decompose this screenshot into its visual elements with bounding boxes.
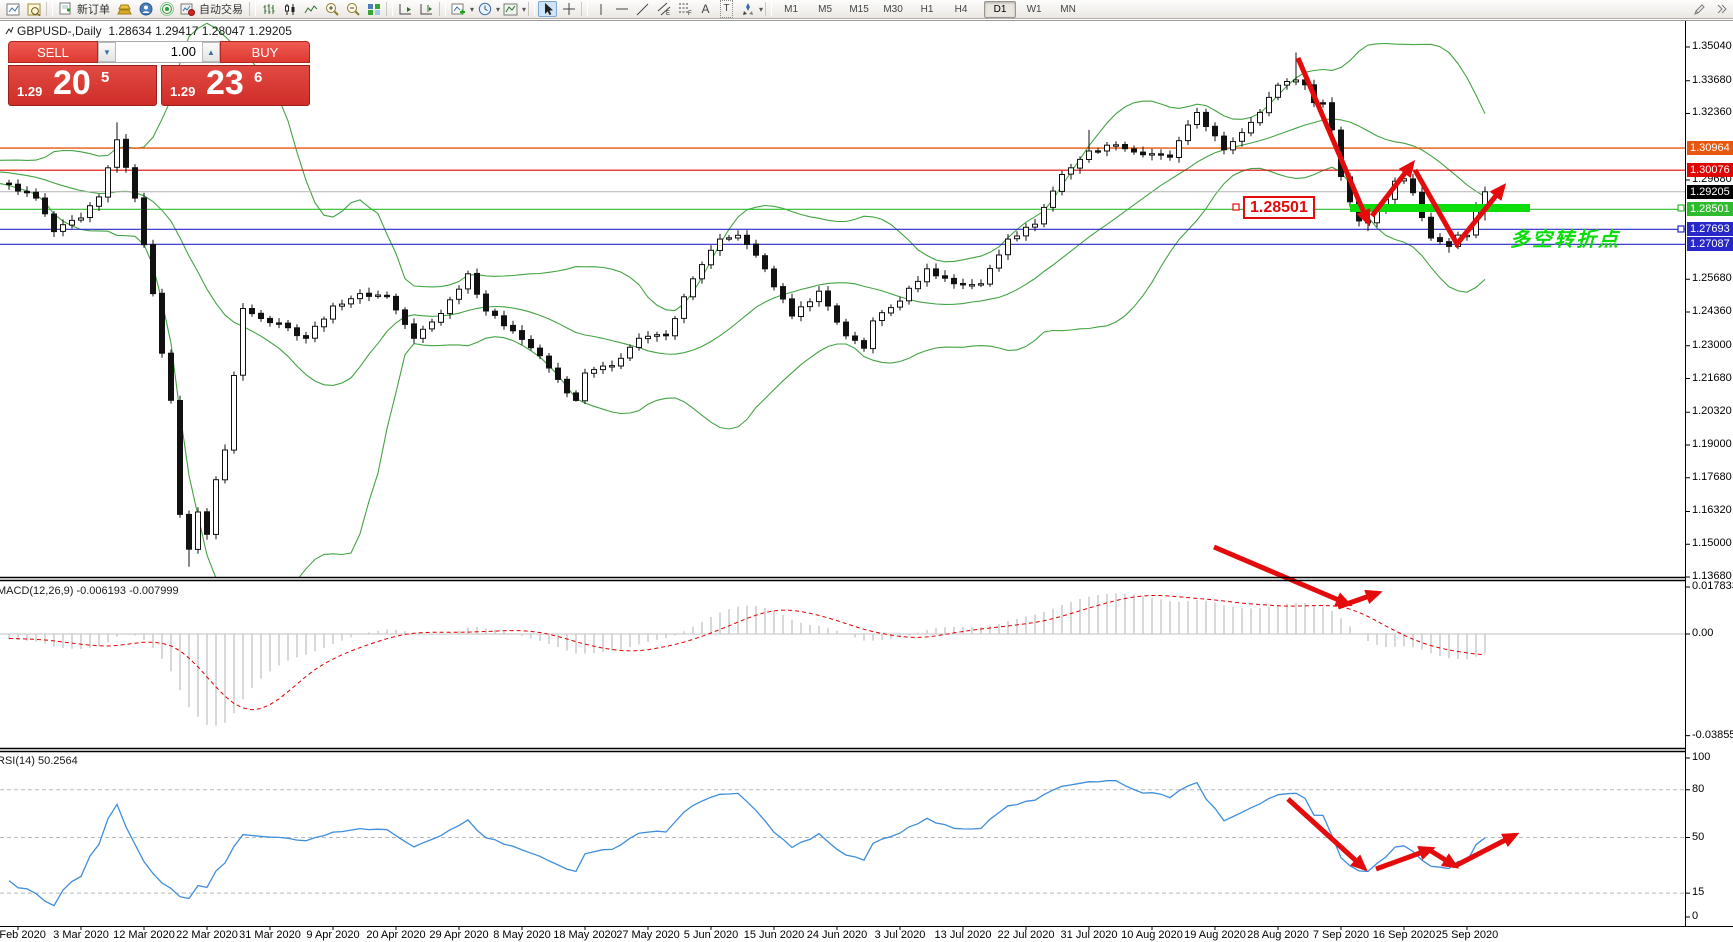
toolbar-separator	[581, 2, 589, 16]
text-icon[interactable]: A	[701, 2, 710, 16]
new-chart-icon[interactable]	[3, 1, 22, 17]
ohlc-bars-icon[interactable]	[259, 1, 278, 17]
volume-spinner: ▼ 1.00 ▲	[98, 41, 220, 63]
toolbar-separator	[386, 2, 393, 16]
tile-windows-icon[interactable]	[364, 1, 383, 17]
pencil-icon[interactable]	[1690, 1, 1709, 17]
toolbar-separator	[765, 2, 773, 16]
window-profiles-icon[interactable]	[24, 1, 43, 17]
sell-price-figure: 1.29	[17, 84, 43, 99]
timeframe-button-w1[interactable]: W1	[1026, 3, 1042, 15]
crosshair-icon[interactable]	[559, 1, 578, 17]
buy-price-pips: 23	[206, 64, 244, 102]
main-toolbar: 新订单 自动交易 ▾ ▾ ▾ E F A T ▾	[0, 0, 1733, 19]
toolbar-separator	[439, 2, 446, 16]
toolbar-separator	[528, 2, 536, 16]
timeframe-button-d1[interactable]: D1	[984, 0, 1017, 18]
sell-price-point: 5	[101, 69, 110, 86]
autotrading-icon[interactable]	[178, 1, 197, 17]
shapes-dropdown-icon[interactable]: ▾	[759, 4, 764, 14]
timeframe-button-m1[interactable]: M1	[784, 3, 799, 15]
periods-icon[interactable]	[475, 1, 494, 17]
new-order-icon[interactable]	[56, 1, 75, 17]
add-indicator-dropdown-icon[interactable]: ▾	[470, 4, 475, 14]
timeframe-button-mn[interactable]: MN	[1060, 3, 1076, 15]
svg-text:F: F	[688, 11, 692, 16]
timeframe-button-m15[interactable]: M15	[849, 3, 869, 15]
sell-price-box[interactable]: 1.29 20 5	[8, 64, 157, 106]
timeframe-toolbar: M1 M5 M15 M30 H1 H4 D1 W1 MN	[774, 0, 1085, 18]
buy-button[interactable]: BUY	[220, 41, 310, 63]
signal-icon[interactable]	[157, 1, 176, 17]
channel-icon[interactable]: E	[654, 1, 673, 17]
line-chart-icon[interactable]	[301, 1, 320, 17]
svg-text:E: E	[666, 11, 670, 16]
volume-value[interactable]: 1.00	[170, 44, 196, 59]
sell-price-pips: 20	[53, 64, 91, 102]
toolbar-separator	[249, 2, 256, 16]
shapes-icon[interactable]	[738, 1, 757, 17]
volume-decrease-button[interactable]: ▼	[98, 42, 116, 62]
autotrading-button[interactable]: 自动交易	[199, 4, 243, 16]
timeframe-button-h1[interactable]: H1	[920, 3, 934, 15]
zoom-in-icon[interactable]	[322, 1, 341, 17]
fibonacci-icon[interactable]: F	[675, 1, 694, 17]
periods-dropdown-icon[interactable]: ▾	[496, 4, 501, 14]
buy-price-point: 6	[254, 69, 263, 86]
timeframe-button-m30[interactable]: M30	[883, 3, 903, 15]
horizontal-line-icon[interactable]	[612, 1, 631, 17]
new-order-button[interactable]: 新订单	[77, 4, 110, 16]
templates-icon[interactable]	[501, 1, 520, 17]
add-indicator-icon[interactable]	[449, 1, 468, 17]
autoscroll-icon[interactable]	[396, 1, 415, 17]
chart-shift-icon[interactable]	[417, 1, 436, 17]
buy-price-box[interactable]: 1.29 23 6	[161, 64, 310, 106]
toolbar-separator	[46, 2, 53, 16]
trendline-icon[interactable]	[633, 1, 652, 17]
templates-dropdown-icon[interactable]: ▾	[522, 4, 527, 14]
sell-button[interactable]: SELL	[8, 41, 98, 63]
text-label-icon[interactable]: T	[717, 0, 736, 18]
candlesticks-icon[interactable]	[280, 1, 299, 17]
volume-increase-button[interactable]: ▲	[202, 42, 220, 62]
timeframe-button-m5[interactable]: M5	[818, 3, 833, 15]
buy-price-figure: 1.29	[170, 84, 196, 99]
gold-icon[interactable]	[115, 1, 134, 17]
community-icon[interactable]	[136, 1, 155, 17]
scroll-right-icon[interactable]	[1711, 1, 1730, 17]
cursor-icon[interactable]	[538, 1, 558, 17]
one-click-trading-panel: SELL ▼ 1.00 ▲ BUY 1.29 20 5 1.29 23 6	[8, 41, 310, 106]
vertical-line-icon[interactable]	[591, 1, 610, 17]
zoom-out-icon[interactable]	[343, 1, 362, 17]
timeframe-button-h4[interactable]: H4	[954, 3, 968, 15]
